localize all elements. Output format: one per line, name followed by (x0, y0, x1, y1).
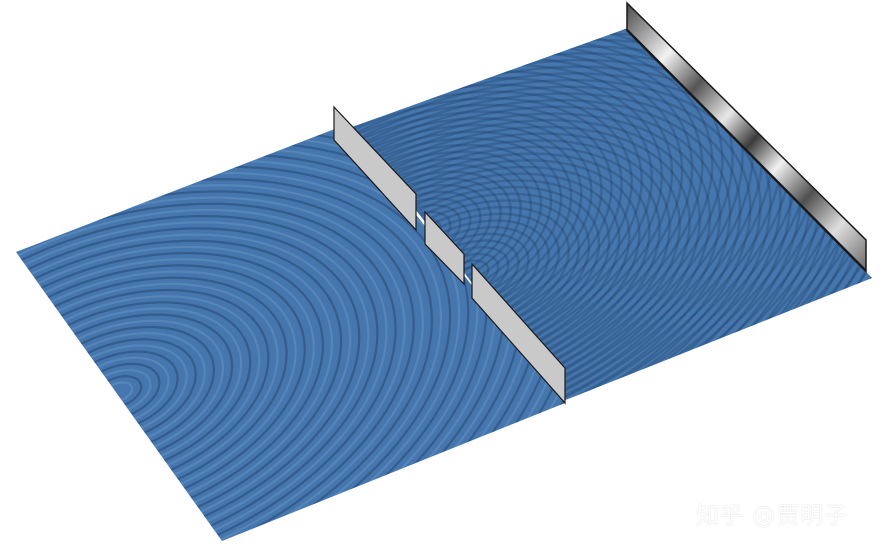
slit-ripple-ring (352, 92, 742, 401)
barrier-segment-bottom (471, 262, 566, 405)
ripple-ring (16, 215, 379, 541)
slit-ripple-ring (352, 78, 762, 401)
water-surface-left (16, 125, 565, 541)
barrier-segment-top (333, 105, 417, 232)
slit-ripple-ring (352, 105, 722, 401)
slit-ripple-ring (352, 112, 712, 401)
slit-ripple-ring (352, 119, 701, 401)
slit-ripple-ring (352, 85, 752, 401)
ripple-ring (16, 208, 388, 541)
watermark-text: 知乎 @贾明子 (696, 503, 849, 529)
barrier-segment-middle (424, 210, 465, 286)
double-slit-barrier (333, 105, 566, 405)
water-surface-right (352, 28, 872, 401)
detection-screen (626, 1, 867, 273)
slit-ripple-ring (352, 98, 732, 401)
